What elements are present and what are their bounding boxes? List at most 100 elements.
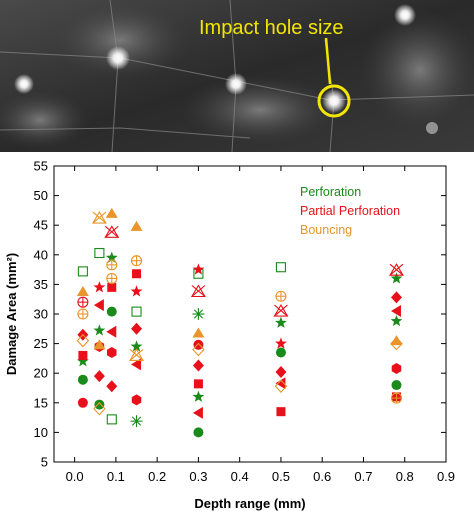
data-point-circle-cross-open (77, 308, 89, 320)
x-tick-label: 0.0 (66, 469, 84, 484)
data-point-star (275, 316, 287, 328)
data-point-circle (391, 380, 402, 391)
data-point-x-triangle-open (104, 225, 120, 238)
data-point-diamond (131, 322, 143, 335)
impact-holes (14, 4, 438, 134)
data-point-triangle-up (390, 335, 403, 346)
y-tick-label: 20 (34, 366, 48, 381)
data-point-asterisk (130, 415, 143, 428)
series-partial-perforation (77, 225, 404, 419)
data-point-triangle-left (93, 299, 104, 312)
data-point-asterisk (192, 308, 205, 320)
data-point-circle (106, 306, 117, 317)
data-point-diamond (390, 291, 402, 304)
data-point-star (76, 355, 89, 367)
data-point-x-triangle-open (389, 263, 404, 276)
data-point-diamond (93, 370, 105, 383)
data-point-triangle-left (192, 406, 203, 419)
data-point-star (130, 340, 143, 352)
data-point-x-triangle-open (129, 348, 144, 361)
data-point-circle-cross-open (275, 290, 287, 302)
annotation-arrow (324, 37, 332, 85)
x-tick-label: 0.2 (148, 469, 166, 484)
x-tick-label: 0.9 (437, 469, 455, 484)
highlight-circle (317, 84, 351, 118)
data-point-diamond (275, 366, 287, 379)
data-point-square-open (131, 306, 142, 317)
data-point-diamond (192, 359, 204, 372)
data-point-star (275, 337, 287, 349)
data-point-circle (77, 374, 88, 385)
data-point-x-triangle-open (273, 303, 289, 317)
data-point-triangle-up (192, 327, 205, 338)
x-axis: 0.0 0.1 0.2 0.3 0.4 0.5 0.6 0.7 0.8 0.9 (66, 166, 455, 484)
y-tick-label: 40 (34, 247, 48, 262)
y-tick-label: 50 (34, 188, 48, 203)
data-point-triangle-up (105, 207, 118, 218)
data-point-diamond-open (76, 333, 90, 348)
data-point-triangle-left (106, 325, 117, 338)
data-points (76, 207, 404, 438)
data-point-triangle-up (93, 339, 106, 350)
data-point-circle-cross-open (390, 392, 403, 404)
x-tick-label: 0.7 (354, 469, 372, 484)
y-tick-label: 45 (34, 218, 48, 233)
series-bouncing (76, 207, 403, 416)
y-axis: 5 10 15 20 25 30 35 40 45 50 55 (34, 159, 446, 470)
data-point-diamond-open (274, 379, 288, 394)
data-point-diamond (106, 380, 118, 393)
y-tick-label: 25 (34, 336, 48, 351)
legend-entry: Partial Perforation (300, 204, 400, 218)
data-point-circle-cross-open (106, 259, 118, 271)
data-point-circle (77, 397, 88, 408)
x-axis-title: Depth range (mm) (194, 496, 305, 511)
x-tick-label: 0.5 (272, 469, 290, 484)
y-tick-label: 30 (34, 307, 48, 322)
y-tick-label: 5 (41, 455, 48, 470)
legend: Perforation Partial Perforation Bouncing (300, 185, 400, 237)
photo-annotation: Impact hole size (199, 17, 344, 39)
data-point-diamond-open (93, 401, 106, 416)
data-point-square-open (77, 266, 88, 277)
legend-entry: Bouncing (300, 223, 352, 237)
data-point-triangle-up (130, 220, 143, 231)
data-point-square (107, 282, 117, 292)
data-point-circle (275, 347, 286, 358)
data-point-circle-cross-open (77, 296, 89, 308)
data-point-circle (94, 399, 105, 410)
y-axis-title: Damage Area (mm²) (4, 253, 19, 375)
x-tick-label: 0.1 (107, 469, 125, 484)
data-point-circle (193, 339, 204, 350)
data-point-star (192, 390, 205, 402)
data-point-star (192, 263, 205, 275)
data-point-star (105, 251, 118, 263)
data-point-circle-cross-open (130, 255, 143, 267)
data-point-star (390, 272, 403, 284)
data-point-diamond-open (390, 336, 403, 351)
data-point-triangle-left (275, 377, 286, 390)
x-tick-label: 0.6 (313, 469, 331, 484)
series-perforation (76, 247, 403, 438)
y-tick-label: 15 (34, 395, 48, 410)
data-point-square-open (275, 262, 286, 273)
y-tick-label: 10 (34, 425, 48, 440)
data-point-star (390, 314, 403, 327)
impact-photo: Impact hole size (0, 0, 474, 152)
data-point-triangle-up (76, 286, 89, 297)
data-point-triangle-left (131, 358, 142, 371)
data-point-star (93, 281, 106, 293)
x-tick-label: 0.8 (396, 469, 414, 484)
x-tick-label: 0.4 (231, 469, 249, 484)
data-point-circle (193, 427, 204, 438)
data-point-square (193, 379, 203, 389)
data-point-star (93, 324, 106, 336)
data-point-diamond-open (192, 342, 205, 357)
data-point-hexagon (107, 346, 117, 358)
data-point-square (132, 269, 142, 279)
y-tick-label: 35 (34, 277, 48, 292)
x-tick-label: 0.3 (189, 469, 207, 484)
data-point-square (78, 350, 88, 360)
data-point-triangle-left (390, 305, 401, 318)
data-point-x-triangle-open (190, 284, 206, 298)
data-point-circle-cross-open (106, 272, 118, 285)
